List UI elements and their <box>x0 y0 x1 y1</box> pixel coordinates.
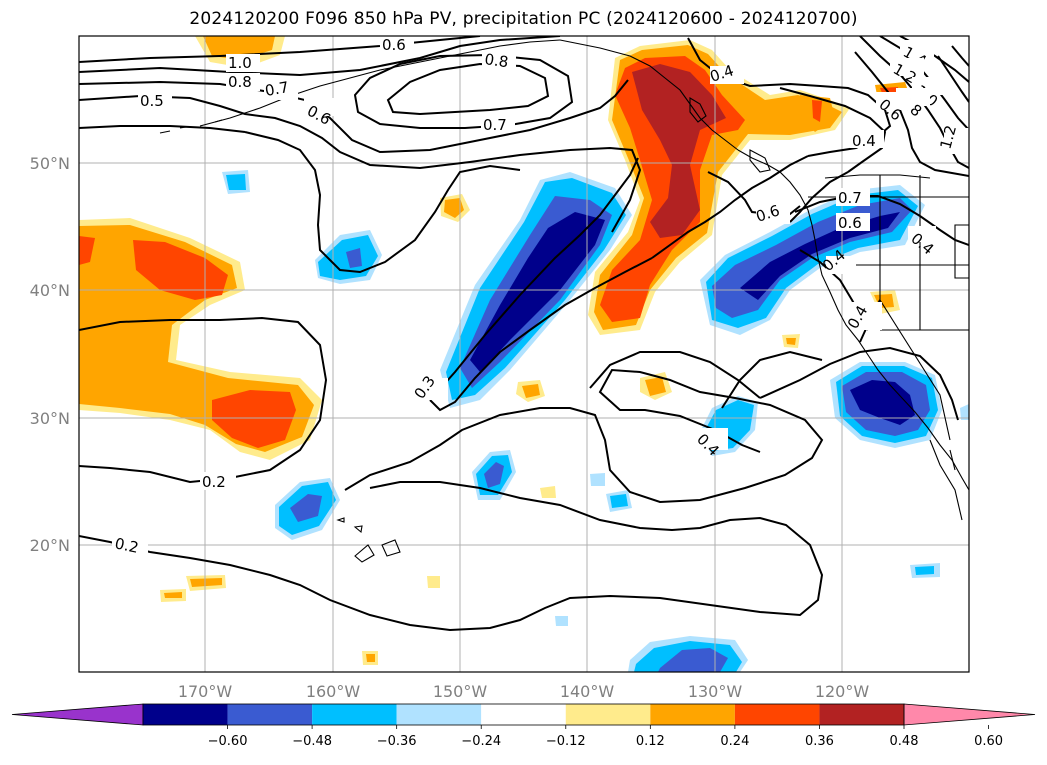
colorbar-segment <box>481 704 566 725</box>
colorbar-segment <box>227 704 313 725</box>
colorbar-extension-high <box>903 703 1036 726</box>
contour-label: 0.7 <box>264 78 291 100</box>
precip-negative-patch <box>658 648 728 672</box>
contour-label: 0.7 <box>483 116 507 134</box>
precip-positive-patch <box>427 576 440 588</box>
lat-label-30n: 30°N <box>30 409 70 428</box>
graticule <box>79 36 969 672</box>
pv-contours <box>79 36 969 632</box>
contour-label: 0.2 <box>202 473 226 491</box>
contour-label: 1.0 <box>228 54 252 72</box>
precip-negative-patch <box>226 174 246 190</box>
colorbar-segment <box>650 704 735 725</box>
precip-positive-patch <box>522 384 540 398</box>
map-frame <box>78 35 970 673</box>
colorbar-outline <box>142 703 905 726</box>
colorbar-tick-label: 0.36 <box>805 734 834 749</box>
precip-positive-patch <box>133 240 228 300</box>
precip-negative-patch <box>960 404 969 420</box>
contour-label: 1.2 <box>936 123 960 151</box>
latitude-labels: 50°N 40°N 30°N 20°N <box>30 154 70 555</box>
contour-label: 0.8 <box>483 50 509 71</box>
precip-negative-patch <box>555 616 568 626</box>
lon-label-170w: 170°W <box>178 682 233 701</box>
precip-positive-patch <box>366 654 375 662</box>
precip-positive-patch <box>645 377 666 396</box>
colorbar-segment <box>819 704 904 725</box>
lat-label-40n: 40°N <box>30 281 70 300</box>
precip-negative-patch <box>610 494 628 508</box>
colorbar-tick-label: 0.48 <box>890 734 919 749</box>
lat-label-50n: 50°N <box>30 154 70 173</box>
precip-negative-patch <box>470 212 605 372</box>
contour-label: 0.2 <box>113 534 140 557</box>
precip-negative-patch <box>290 494 322 522</box>
precip-negative-patch <box>740 212 900 300</box>
precip-positive-patch <box>190 578 222 587</box>
colorbar-extension-low <box>11 703 144 726</box>
precip-negative-patch <box>850 380 915 425</box>
contour-label: 0.6 <box>382 36 406 54</box>
precip-positive-patch <box>444 198 464 218</box>
precip-fill-layer <box>79 36 969 672</box>
precip-positive-patch <box>786 338 796 345</box>
precip-negative-patch <box>915 566 934 575</box>
precip-negative-patch <box>590 473 605 486</box>
colorbar-segment <box>396 704 482 725</box>
precip-positive-patch <box>632 64 726 238</box>
colorbar-tick-label: −0.36 <box>377 734 417 749</box>
lon-label-140w: 140°W <box>560 682 615 701</box>
colorbar-tick-label: 0.60 <box>974 734 1003 749</box>
precip-positive-patch <box>79 236 95 265</box>
lon-label-120w: 120°W <box>815 682 870 701</box>
contour-label: 0.6 <box>838 214 862 232</box>
map-title: 2024120200 F096 850 hPa PV, precipitatio… <box>189 9 858 29</box>
colorbar-segment <box>565 704 651 725</box>
precip-negative-patch <box>346 248 362 268</box>
colorbar: −0.60 −0.48 −0.36 −0.24 −0.12 0.12 0.24 0.36 0.4… <box>11 703 1036 749</box>
colorbar-tick-label: −0.48 <box>292 734 332 749</box>
colorbar-segment <box>143 704 228 725</box>
colorbar-tick-label: 0.12 <box>636 734 665 749</box>
contour-label: 0.7 <box>838 189 862 207</box>
lon-label-150w: 150°W <box>433 682 488 701</box>
precip-positive-patch <box>164 592 182 598</box>
contour-label: 0.8 <box>228 73 252 91</box>
precip-negative-patch <box>484 462 504 488</box>
precip-positive-patch <box>812 100 822 122</box>
coastlines <box>159 39 969 563</box>
precip-positive-patch <box>540 486 556 498</box>
colorbar-tick-label: 0.24 <box>720 734 749 749</box>
contour-label: 0.5 <box>140 92 164 110</box>
longitude-labels: 170°W 160°W 150°W 140°W 130°W 120°W <box>178 682 870 701</box>
colorbar-tick-label: −0.24 <box>461 734 501 749</box>
colorbar-segment <box>734 704 820 725</box>
colorbar-tick-label: −0.12 <box>546 734 586 749</box>
contour-label: 0.4 <box>852 132 876 150</box>
lon-label-160w: 160°W <box>306 682 361 701</box>
colorbar-tick-label: −0.60 <box>208 734 248 749</box>
lat-label-20n: 20°N <box>30 536 70 555</box>
colorbar-segment <box>312 704 397 725</box>
lon-label-130w: 130°W <box>688 682 743 701</box>
precip-positive-patch <box>212 390 296 448</box>
